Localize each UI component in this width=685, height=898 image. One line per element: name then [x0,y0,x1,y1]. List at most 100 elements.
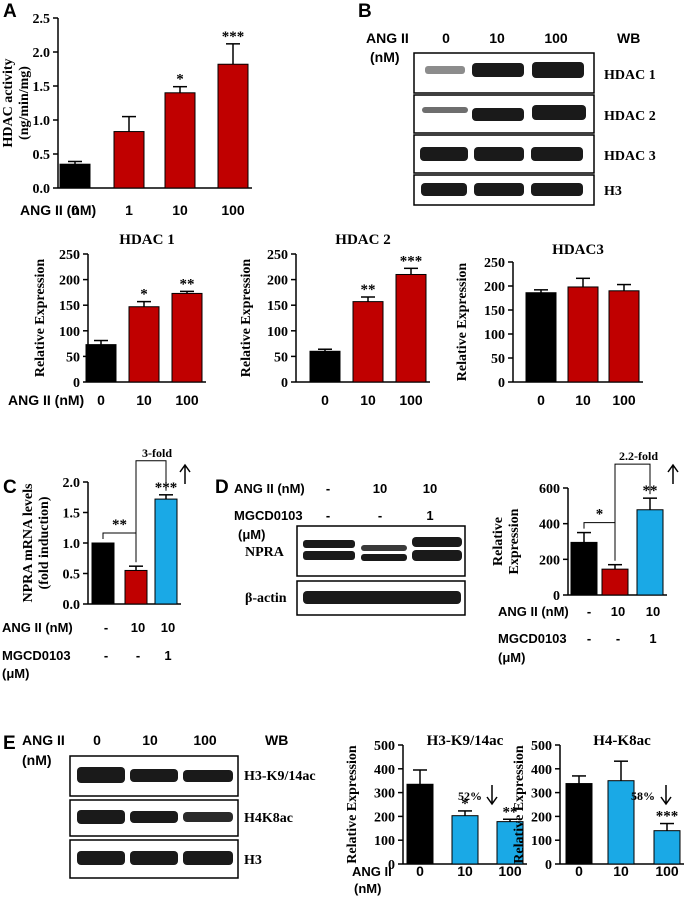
b1-category-label: 100 [175,392,199,408]
b3-category-label: 100 [612,392,636,408]
e2-y-axis-label: Relative Expression [512,745,527,864]
b3-y-tick-label: 250 [484,256,505,271]
panel-letter-c: C [3,477,17,498]
blot-npra: NPRA [245,525,466,577]
e-chart-row-unit: (nM) [354,881,381,896]
chart-hdac-activity: 0.0 0.5 1.0 1.5 2.0 2.5 HDAC activity (ng/min/m… [1,12,252,218]
blot-beta-actin: β-actin [245,580,466,616]
a-y-tick-label: 0.0 [33,182,51,197]
e2-bar [653,830,681,865]
e-conc-100: 100 [193,732,217,748]
d-bar [570,541,598,596]
c-row1-value-3: 10 [161,620,175,635]
b2-category-label: 10 [360,392,376,408]
blot-hdac2: HDAC 2 [413,94,656,134]
c-row2-value-1: - [104,648,108,663]
c-comparison-label: ** [112,517,127,533]
e2-down-arrow-icon [660,785,672,806]
d-up-arrow-icon [667,463,679,484]
a-category-label: 100 [221,202,245,218]
e2-y-tick-label: 100 [531,834,552,849]
d-chart-row2-value-2: - [616,631,620,646]
e1-bar [451,815,479,865]
d-y-axis-label: Relative [491,517,506,566]
b2-chart-title: HDAC 2 [335,232,390,248]
d-comparison-bracket [614,463,651,561]
e1-pct-annotation: 52% [458,789,482,803]
d-chart-row2-unit: (μM) [498,650,525,665]
e1-y-tick-label: 300 [374,787,395,802]
b3-chart-title: HDAC3 [552,242,604,258]
d-row2-unit: (μM) [238,527,265,542]
b3-bar [608,290,640,383]
b-conc-10: 10 [489,30,505,46]
b2-category-label: 100 [399,392,423,408]
e1-down-arrow-icon [486,785,498,806]
b1-bar [128,306,160,383]
e-method: WB [265,732,288,748]
d-chart-row1-value-3: 10 [646,604,660,619]
d-y-tick-label: 200 [539,553,560,568]
c-row2-value-3: 1 [164,648,171,663]
c-y-tick-label: 0.5 [63,568,81,583]
c-y-axis-label: NPRA mRNA levels [21,483,36,603]
blot-label-h4k8ac: H4K8ac [244,811,293,826]
a-bar [59,163,91,189]
b-method: WB [617,30,640,46]
b3-category-label: 0 [537,392,545,408]
a-significance-mark: * [176,72,184,88]
a-category-label: 10 [172,202,188,218]
b2-y-tick-label: 50 [274,350,288,365]
blot-panel-b: ANG II (nM) 0 10 100 WB HDAC 1 HDAC 2 HD… [366,30,656,206]
b1-significance-mark: * [140,287,148,303]
c-y-tick-label: 2.0 [63,476,81,491]
blot-label-hdac3: HDAC 3 [604,149,656,164]
e-header-label: ANG II [22,732,65,748]
d-y-tick-label: 400 [539,518,560,533]
d-row1-value-2: 10 [373,481,387,496]
c-comparison-bracket [135,460,167,563]
panel-letter-e: E [3,733,16,754]
b3-y-tick-label: 150 [484,304,505,319]
b2-y-tick-label: 200 [267,274,288,289]
c-up-arrow-icon [179,463,191,484]
a-y-axis-label: (ng/min/mg) [17,66,32,140]
c-bar [91,542,115,605]
e2-y-tick-label: 400 [531,763,552,778]
b3-bar [567,286,599,383]
b3-y-tick-label: 50 [491,352,505,367]
d-row1-label: ANG II (nM) [234,481,305,496]
blot-hdac3: HDAC 3 [413,134,656,174]
a-bar [217,63,249,189]
b-conc-0: 0 [442,30,450,46]
e1-y-tick-label: 500 [374,739,395,754]
b2-significance-mark: *** [400,253,423,269]
b1-y-tick-label: 150 [59,299,80,314]
blot-h4k8ac: H4K8ac [69,799,293,837]
b3-category-label: 10 [575,392,591,408]
e2-y-tick-label: 300 [531,787,552,802]
c-row1-value-1: - [104,620,108,635]
b1-y-tick-label: 0 [73,376,80,391]
a-category-label: 0 [71,202,79,218]
d-row1-value-1: - [326,481,330,496]
e1-significance-mark: * [461,796,469,812]
e1-category-label: 10 [457,863,473,879]
b2-y-axis-label: Relative Expression [239,259,254,378]
e2-category-label: 100 [655,863,679,879]
b-header-label: ANG II [366,30,409,46]
d-row2-label: MGCD0103 [234,508,303,523]
b1-significance-mark: ** [180,276,195,292]
blot-hdac1: HDAC 1 [413,52,656,94]
b2-y-tick-label: 0 [281,376,288,391]
blot-h3-e: H3 [69,839,262,879]
e1-category-label: 0 [416,863,424,879]
e2-pct-annotation: 58% [631,789,655,803]
d-y-axis-label: Expression [507,508,522,574]
blot-label-npra: NPRA [245,545,285,560]
blot-h3-b: H3 [413,174,622,206]
